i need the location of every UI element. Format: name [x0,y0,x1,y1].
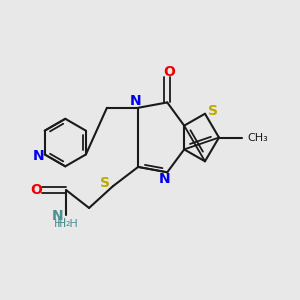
Text: H: H [57,217,66,230]
Text: S: S [208,104,218,118]
Text: N: N [52,209,64,223]
Text: N: N [32,149,44,163]
Text: O: O [163,65,175,79]
Text: ₂: ₂ [65,218,70,228]
Text: CH₃: CH₃ [248,133,268,142]
Text: N: N [130,94,142,108]
Text: S: S [100,176,110,190]
Text: N: N [159,172,171,186]
Text: H  H: H H [54,219,78,229]
Text: O: O [30,182,42,197]
